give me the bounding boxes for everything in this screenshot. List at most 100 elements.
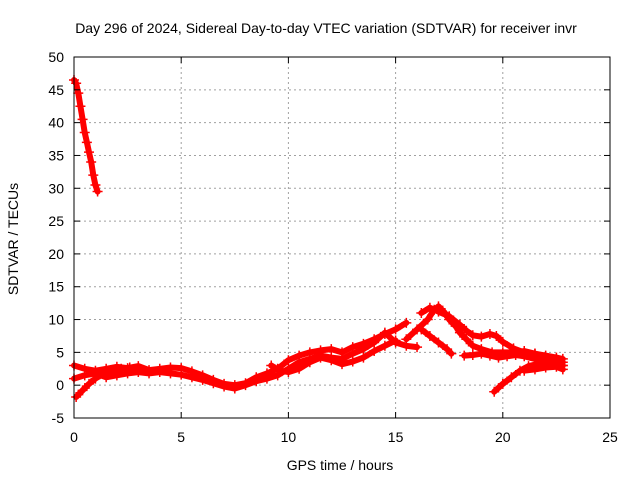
data-point: [467, 330, 478, 341]
series-track-b: [69, 327, 423, 394]
data-point: [71, 391, 82, 402]
data-point: [484, 350, 495, 361]
data-point: [84, 378, 95, 389]
data-point: [315, 352, 326, 363]
data-point: [461, 325, 472, 336]
data-point: [476, 331, 487, 342]
data-point: [90, 179, 101, 190]
axes: 0 5 10 15 20 25 -5 0 5 10 15 20 25 30 35 40 45 50: [48, 49, 618, 445]
y-tick-label: 35: [48, 147, 64, 163]
data-point: [326, 355, 337, 366]
y-tick-label: 0: [56, 377, 64, 393]
data-point: [467, 340, 478, 351]
data-point: [337, 359, 347, 370]
data-point: [459, 350, 470, 361]
data-point: [92, 186, 103, 197]
data-point: [433, 306, 444, 317]
y-tick-label: 50: [48, 49, 64, 65]
data-point: [304, 357, 315, 368]
data-point: [294, 363, 305, 374]
series-track-j: [519, 361, 568, 376]
data-point: [133, 363, 144, 374]
x-tick-label: 10: [281, 429, 297, 445]
data-point: [229, 383, 240, 394]
data-point: [116, 363, 127, 374]
data-point: [379, 327, 390, 338]
data-point: [454, 319, 465, 330]
data-point: [99, 368, 110, 379]
data-point: [79, 370, 90, 381]
data-point: [358, 352, 369, 363]
data-point: [508, 343, 519, 354]
data-point: [107, 365, 118, 376]
data-point: [540, 362, 551, 373]
data-point: [529, 364, 540, 375]
data-point: [86, 157, 97, 168]
data-point: [75, 101, 86, 112]
plot-frame: [73, 56, 611, 419]
y-tick-label: 25: [48, 213, 64, 229]
data-point: [88, 170, 99, 181]
data-point: [519, 365, 530, 376]
x-tick-label: 0: [70, 429, 78, 445]
data-point: [266, 360, 277, 371]
series-track-c: [71, 362, 144, 402]
data-point: [240, 380, 251, 391]
data-point: [416, 307, 427, 318]
data-point: [369, 346, 380, 357]
data-point: [251, 376, 262, 387]
y-axis-label: SDTVAR / TECUs: [5, 183, 21, 295]
data-point: [551, 361, 562, 372]
data-point: [326, 344, 337, 355]
data-point: [510, 349, 521, 360]
y-tick-label: 30: [48, 180, 64, 196]
data-point: [197, 374, 208, 385]
data-point: [124, 362, 135, 373]
series-track-a: [69, 317, 412, 391]
data-point: [90, 373, 101, 384]
x-tick-label: 20: [495, 429, 511, 445]
data-point: [77, 114, 88, 125]
data-point: [416, 324, 427, 335]
data-point: [476, 348, 487, 359]
data-point: [71, 78, 82, 89]
y-tick-label: 20: [48, 246, 64, 262]
data-point: [283, 367, 294, 378]
data-point: [491, 330, 502, 341]
data-point: [401, 317, 412, 328]
data-point: [274, 365, 285, 376]
data-point: [444, 311, 455, 322]
data-point: [369, 337, 380, 348]
data-point: [261, 373, 272, 384]
x-tick-label: 15: [388, 429, 404, 445]
y-tick-label: 45: [48, 82, 64, 98]
chart-title: Day 296 of 2024, Sidereal Day-to-day VTE…: [75, 20, 577, 36]
y-tick-label: -5: [52, 410, 65, 426]
data-point: [379, 340, 390, 351]
data-point: [424, 302, 435, 313]
data-point: [79, 127, 90, 138]
y-tick-label: 40: [48, 115, 64, 131]
data-point: [186, 372, 197, 383]
data-point: [77, 385, 88, 396]
data-point: [412, 342, 423, 353]
data-point: [467, 349, 478, 360]
data-point: [401, 334, 412, 345]
series-track-g: [416, 324, 457, 359]
data-point: [144, 368, 155, 379]
data-point: [484, 328, 495, 339]
data-point: [497, 336, 508, 347]
x-tick-label: 5: [177, 429, 185, 445]
data-point: [502, 351, 513, 362]
data-point: [208, 378, 219, 389]
series-track-d: [266, 335, 401, 378]
data-point: [84, 147, 95, 158]
data-point: [165, 368, 176, 379]
data-point: [154, 367, 165, 378]
data-point: [390, 324, 401, 335]
data-point: [176, 369, 187, 380]
data-point: [283, 355, 294, 366]
x-tick-label: 25: [602, 429, 618, 445]
data-point: [493, 352, 504, 363]
